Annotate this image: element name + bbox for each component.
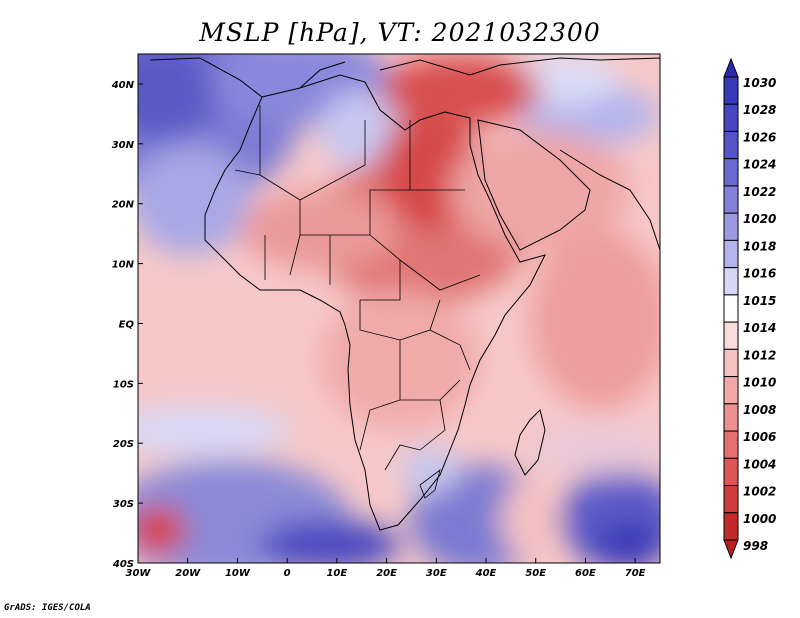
x-tick-label: 10E	[326, 568, 347, 579]
colorbar: 1030 1028 1026 1024 1022 1020 1018 1016 1015 1014…	[723, 57, 776, 560]
colorbar-label: 1022	[743, 185, 776, 199]
colorbar-box	[723, 185, 739, 214]
colorbar-box	[723, 403, 739, 432]
colorbar-box	[723, 103, 739, 132]
colorbar-label: 1012	[743, 348, 776, 362]
colorbar-label: 1015	[743, 294, 776, 308]
colorbar-label: 1026	[743, 130, 776, 144]
country-borders	[234, 105, 481, 499]
y-tick-label: 20N	[112, 200, 135, 211]
colorbar-box	[723, 348, 739, 378]
y-tick-label: 30S	[113, 499, 134, 510]
colorbar-label: 1018	[743, 239, 776, 253]
colorbar-box	[723, 239, 739, 269]
y-tick-label: 30N	[112, 140, 135, 151]
y-axis: 40N 30N 20N 10N EQ 10S 20S 30S 40S	[111, 80, 143, 570]
colorbar-bottom-arrow	[723, 539, 739, 560]
x-tick-label: 30W	[126, 568, 152, 579]
x-tick-label: 60E	[575, 568, 596, 579]
colorbar-box	[723, 76, 739, 105]
colorbar-box	[723, 158, 739, 187]
colorbar-label: 1014	[743, 321, 776, 335]
y-tick-label: 10N	[112, 260, 135, 271]
colorbar-label: 1010	[743, 376, 776, 390]
x-tick-label: 20W	[175, 568, 201, 579]
colorbar-box	[723, 130, 739, 160]
colorbar-box	[723, 321, 739, 350]
colorbar-label: 1006	[743, 430, 776, 444]
y-tick-label: 10S	[113, 379, 134, 390]
pressure-field	[138, 54, 660, 563]
colorbar-label: 1024	[743, 158, 776, 172]
colorbar-label: 1002	[743, 485, 776, 499]
x-axis: 30W 20W 10W 0 10E 20E 30E 40E 50E 60E 70E	[126, 558, 646, 579]
colorbar-box	[723, 512, 739, 541]
colorbar-box	[723, 430, 739, 459]
colorbar-box	[723, 267, 739, 296]
colorbar-label: 1004	[743, 457, 776, 471]
colorbar-box	[723, 485, 739, 514]
colorbar-label: 998	[743, 539, 768, 553]
colorbar-top-arrow	[723, 57, 739, 78]
grads-credit: GrADS: IGES/COLA	[4, 603, 91, 613]
coastlines	[149, 57, 660, 531]
y-tick-label: 20S	[113, 439, 134, 450]
x-tick-label: 70E	[625, 568, 646, 579]
x-tick-label: 50E	[525, 568, 546, 579]
colorbar-label: 1028	[743, 103, 776, 117]
x-tick-label: 20E	[376, 568, 397, 579]
colorbar-box	[723, 212, 739, 241]
colorbar-label: 1030	[743, 76, 776, 90]
y-tick-label: EQ	[119, 319, 135, 330]
colorbar-label: 1020	[743, 212, 776, 226]
y-tick-label: 40N	[111, 80, 135, 91]
x-tick-label: 10W	[225, 568, 251, 579]
colorbar-label: 1008	[743, 403, 776, 417]
chart-title: MSLP [hPa], VT: 2021032300	[199, 18, 601, 47]
x-tick-label: 40E	[475, 568, 497, 579]
colorbar-label: 1000	[743, 512, 776, 526]
colorbar-box	[723, 294, 739, 323]
map-frame	[137, 53, 661, 564]
colorbar-box	[723, 457, 739, 487]
x-tick-label: 0	[284, 568, 291, 579]
colorbar-box	[723, 376, 739, 405]
x-tick-label: 30E	[426, 568, 447, 579]
colorbar-label: 1016	[743, 267, 776, 281]
y-tick-label: 40S	[112, 559, 134, 570]
